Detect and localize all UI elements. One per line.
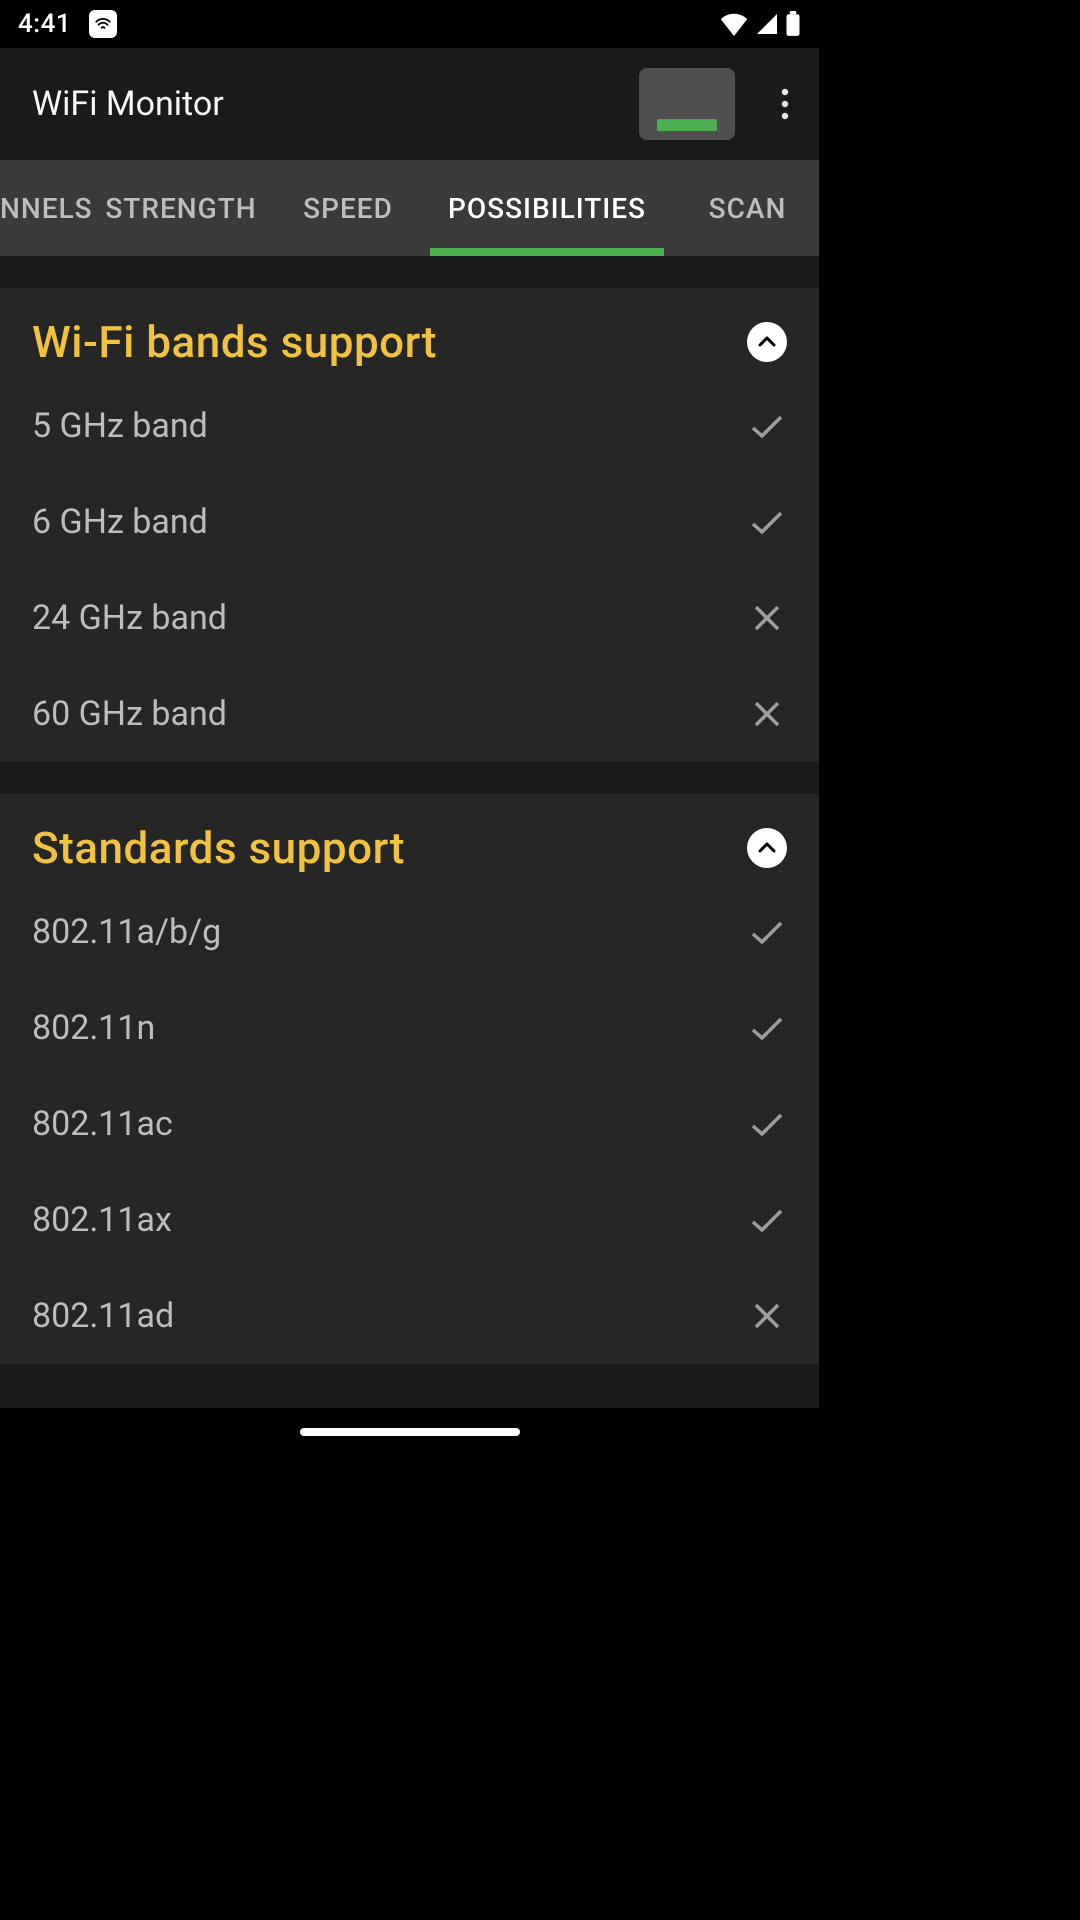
capability-row: 802.11ad — [0, 1268, 819, 1364]
signal-level-bar-icon — [657, 119, 717, 131]
cross-icon — [747, 598, 787, 638]
collapse-button[interactable] — [747, 322, 787, 362]
section-header[interactable]: Standards support — [0, 794, 819, 884]
gesture-nav-bar[interactable] — [0, 1408, 819, 1456]
app-bar: WiFi Monitor — [0, 48, 819, 160]
app-notification-icon — [89, 10, 117, 38]
capability-label: 802.11ax — [32, 1200, 747, 1240]
capability-label: 802.11ac — [32, 1104, 747, 1144]
capability-label: 5 GHz band — [32, 406, 747, 446]
content-scroll[interactable]: Wi-Fi bands support 5 GHz band 6 GHz ban… — [0, 256, 819, 1408]
wifi-icon — [719, 12, 749, 36]
capability-row: 802.11a/b/g — [0, 884, 819, 980]
more-vert-icon — [781, 88, 789, 120]
tab-indicator — [430, 248, 664, 256]
check-icon — [747, 912, 787, 952]
tab-label: SPEED — [303, 192, 393, 225]
capability-label: 24 GHz band — [32, 598, 747, 638]
battery-icon — [785, 11, 801, 37]
check-icon — [747, 1008, 787, 1048]
home-handle-icon — [300, 1428, 520, 1436]
capability-row: 24 GHz band — [0, 570, 819, 666]
check-icon — [747, 1200, 787, 1240]
tab-channels[interactable]: NNELS — [0, 160, 84, 256]
section-title: Wi-Fi bands support — [32, 316, 747, 368]
section-title: Standards support — [32, 822, 747, 874]
section-header[interactable]: Wi-Fi bands support — [0, 288, 819, 378]
capability-row: 802.11ac — [0, 1076, 819, 1172]
chevron-up-icon — [758, 336, 776, 348]
capability-label: 60 GHz band — [32, 694, 747, 734]
check-icon — [747, 502, 787, 542]
capability-label: 6 GHz band — [32, 502, 747, 542]
tab-label: STRENGTH — [105, 192, 256, 225]
tab-scan[interactable]: SCAN — [676, 160, 819, 256]
section-gap — [0, 762, 819, 794]
tab-strength[interactable]: STRENGTH — [84, 160, 278, 256]
tab-bar: NNELS STRENGTH SPEED POSSIBILITIES SCAN — [0, 160, 819, 256]
capability-row: 802.11ax — [0, 1172, 819, 1268]
capability-label: 802.11n — [32, 1008, 747, 1048]
cell-signal-icon — [755, 12, 779, 36]
capability-label: 802.11ad — [32, 1296, 747, 1336]
app-title: WiFi Monitor — [32, 84, 639, 124]
collapse-button[interactable] — [747, 828, 787, 868]
signal-level-button[interactable] — [639, 68, 735, 140]
capability-row: 5 GHz band — [0, 378, 819, 474]
cross-icon — [747, 1296, 787, 1336]
section-standards: Standards support 802.11a/b/g 802.11n 80… — [0, 794, 819, 1364]
check-icon — [747, 406, 787, 446]
tab-possibilities[interactable]: POSSIBILITIES — [418, 160, 676, 256]
capability-label: 802.11a/b/g — [32, 912, 747, 952]
status-bar-left: 4:41 — [18, 9, 117, 39]
capability-row: 802.11n — [0, 980, 819, 1076]
check-icon — [747, 1104, 787, 1144]
status-bar-right — [719, 11, 801, 37]
status-bar: 4:41 — [0, 0, 819, 48]
cross-icon — [747, 694, 787, 734]
tab-label: SCAN — [709, 192, 787, 225]
section-wifi-bands: Wi-Fi bands support 5 GHz band 6 GHz ban… — [0, 288, 819, 762]
capability-row: 6 GHz band — [0, 474, 819, 570]
tab-speed[interactable]: SPEED — [278, 160, 418, 256]
overflow-menu-button[interactable] — [765, 84, 805, 124]
section-gap — [0, 256, 819, 288]
chevron-up-icon — [758, 842, 776, 854]
tab-label: POSSIBILITIES — [448, 192, 646, 225]
tab-label: NNELS — [0, 192, 93, 225]
clock: 4:41 — [18, 9, 71, 39]
capability-row: 60 GHz band — [0, 666, 819, 762]
